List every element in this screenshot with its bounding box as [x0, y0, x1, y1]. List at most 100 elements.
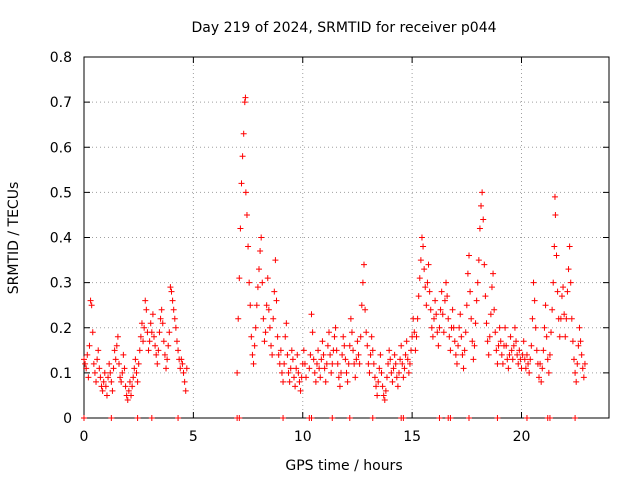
- data-point: [416, 275, 423, 282]
- x-tick-label: 0: [80, 429, 89, 445]
- data-point: [310, 356, 317, 363]
- data-point: [488, 284, 495, 291]
- data-point: [544, 356, 551, 363]
- data-point: [353, 356, 360, 363]
- data-point: [85, 374, 92, 381]
- data-point: [277, 347, 284, 354]
- data-point: [437, 306, 444, 313]
- data-point: [525, 360, 532, 367]
- data-point: [552, 211, 559, 218]
- data-point: [496, 324, 503, 331]
- data-point: [265, 306, 272, 313]
- data-point: [346, 415, 353, 421]
- data-point: [312, 378, 319, 385]
- data-point: [509, 356, 516, 363]
- data-point: [388, 369, 395, 376]
- data-point: [234, 369, 241, 376]
- data-point: [284, 351, 291, 358]
- y-tick-label: 0.6: [50, 140, 72, 156]
- data-point: [253, 302, 260, 309]
- data-point: [492, 329, 499, 336]
- data-point: [130, 374, 137, 381]
- data-point: [571, 356, 577, 363]
- data-point: [93, 378, 100, 385]
- data-point: [446, 333, 453, 340]
- data-point: [178, 356, 185, 363]
- data-point: [546, 415, 553, 421]
- data-point: [91, 369, 98, 376]
- data-point: [313, 360, 320, 367]
- data-point: [530, 279, 537, 286]
- data-point: [475, 257, 482, 264]
- data-point: [494, 360, 501, 367]
- data-point: [332, 324, 339, 331]
- data-point: [424, 279, 431, 286]
- data-point: [275, 351, 282, 358]
- data-point: [527, 356, 534, 363]
- data-point: [415, 293, 422, 300]
- data-point: [421, 266, 428, 273]
- data-point: [556, 333, 563, 340]
- data-point: [423, 302, 430, 309]
- data-point: [551, 193, 558, 200]
- data-point: [537, 360, 544, 367]
- data-point: [507, 333, 514, 340]
- data-point: [438, 288, 445, 295]
- data-point: [293, 365, 300, 372]
- data-point: [170, 306, 177, 313]
- data-point: [467, 288, 474, 295]
- data-point: [478, 202, 485, 209]
- data-point: [550, 279, 557, 286]
- data-point: [412, 347, 419, 354]
- data-point: [175, 347, 182, 354]
- data-point: [146, 338, 153, 345]
- data-point: [83, 365, 90, 372]
- data-point: [121, 365, 128, 372]
- data-point: [563, 315, 570, 322]
- data-point: [126, 378, 133, 385]
- data-point: [474, 279, 481, 286]
- data-point: [179, 360, 186, 367]
- data-point: [428, 324, 435, 331]
- data-point: [439, 311, 446, 318]
- data-point: [562, 333, 569, 340]
- data-point: [369, 415, 376, 421]
- data-point: [523, 351, 530, 358]
- data-point: [329, 415, 336, 421]
- data-point: [468, 315, 475, 322]
- data-point: [183, 365, 190, 372]
- data-point: [383, 374, 390, 381]
- data-point: [576, 324, 583, 331]
- data-point: [281, 360, 288, 367]
- data-point: [315, 347, 322, 354]
- data-point: [482, 293, 489, 300]
- data-point: [390, 365, 397, 372]
- data-point: [548, 329, 555, 336]
- data-point: [154, 360, 161, 367]
- data-point: [435, 342, 442, 349]
- y-tick-label: 0.4: [50, 231, 72, 247]
- data-point: [374, 392, 381, 399]
- data-point: [108, 415, 115, 421]
- data-point: [508, 347, 515, 354]
- data-point: [541, 324, 548, 331]
- data-point: [289, 356, 296, 363]
- data-point: [542, 302, 549, 309]
- data-point: [259, 279, 266, 286]
- data-point: [177, 365, 184, 372]
- x-tick-label: 10: [294, 429, 312, 445]
- data-point: [112, 356, 119, 363]
- data-point: [308, 311, 315, 318]
- data-point: [142, 297, 149, 304]
- data-point: [328, 369, 335, 376]
- data-point: [445, 315, 452, 322]
- data-point: [359, 279, 366, 286]
- data-point: [335, 374, 342, 381]
- data-point: [165, 342, 172, 349]
- data-point: [422, 284, 429, 291]
- data-point: [118, 378, 125, 385]
- data-point: [319, 338, 326, 345]
- data-point: [456, 324, 463, 331]
- data-point: [338, 369, 345, 376]
- data-point: [152, 342, 159, 349]
